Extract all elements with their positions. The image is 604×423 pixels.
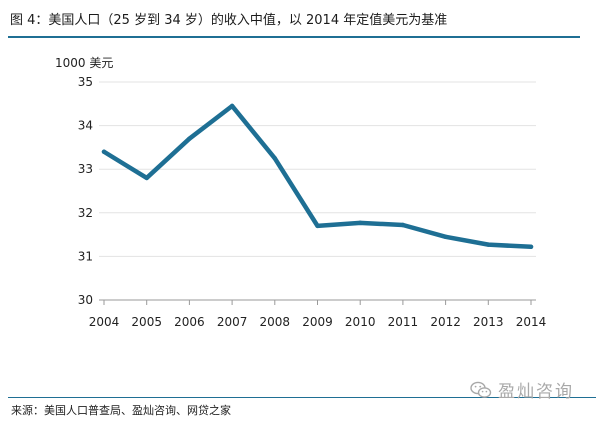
x-tick-label: 2012	[430, 315, 461, 329]
data-point	[400, 222, 406, 228]
x-tick-label: 2010	[345, 315, 376, 329]
title-divider	[8, 36, 580, 38]
data-point	[187, 136, 192, 141]
data-point	[101, 149, 107, 154]
source-note: 来源：美国人口普查局、盈灿咨询、网贷之家	[11, 404, 231, 417]
data-point	[486, 242, 491, 247]
data-point	[528, 244, 534, 250]
y-tick-label: 32	[78, 206, 93, 220]
x-tick-label: 2009	[302, 315, 333, 329]
y-tick-label: 33	[78, 162, 93, 176]
watermark: 盈灿咨询	[470, 377, 574, 402]
data-point	[358, 220, 363, 226]
x-tick-label: 2014	[516, 315, 547, 329]
x-tick-label: 2013	[473, 315, 504, 329]
footer-divider	[8, 397, 596, 398]
data-point	[272, 156, 277, 161]
y-tick-label: 34	[78, 119, 93, 133]
x-tick-label: 2011	[388, 315, 419, 329]
x-tick-label: 2008	[260, 315, 291, 329]
data-point	[229, 103, 235, 109]
y-axis-unit-label: 1000 美元	[55, 56, 114, 70]
x-tick-label: 2007	[217, 315, 248, 329]
data-point	[443, 234, 448, 239]
wechat-icon	[470, 381, 492, 399]
watermark-text: 盈灿咨询	[498, 382, 574, 402]
x-tick-label: 2005	[131, 315, 162, 329]
x-tick-label: 2004	[89, 315, 120, 329]
chart-title: 图 4：美国人口（25 岁到 34 岁）的收入中值，以 2014 年定值美元为基…	[10, 13, 448, 28]
data-point	[315, 223, 320, 229]
y-tick-label: 31	[78, 249, 93, 263]
y-tick-label: 35	[78, 75, 93, 89]
y-tick-label: 30	[78, 293, 93, 307]
x-tick-label: 2006	[174, 315, 205, 329]
data-point	[144, 175, 149, 181]
